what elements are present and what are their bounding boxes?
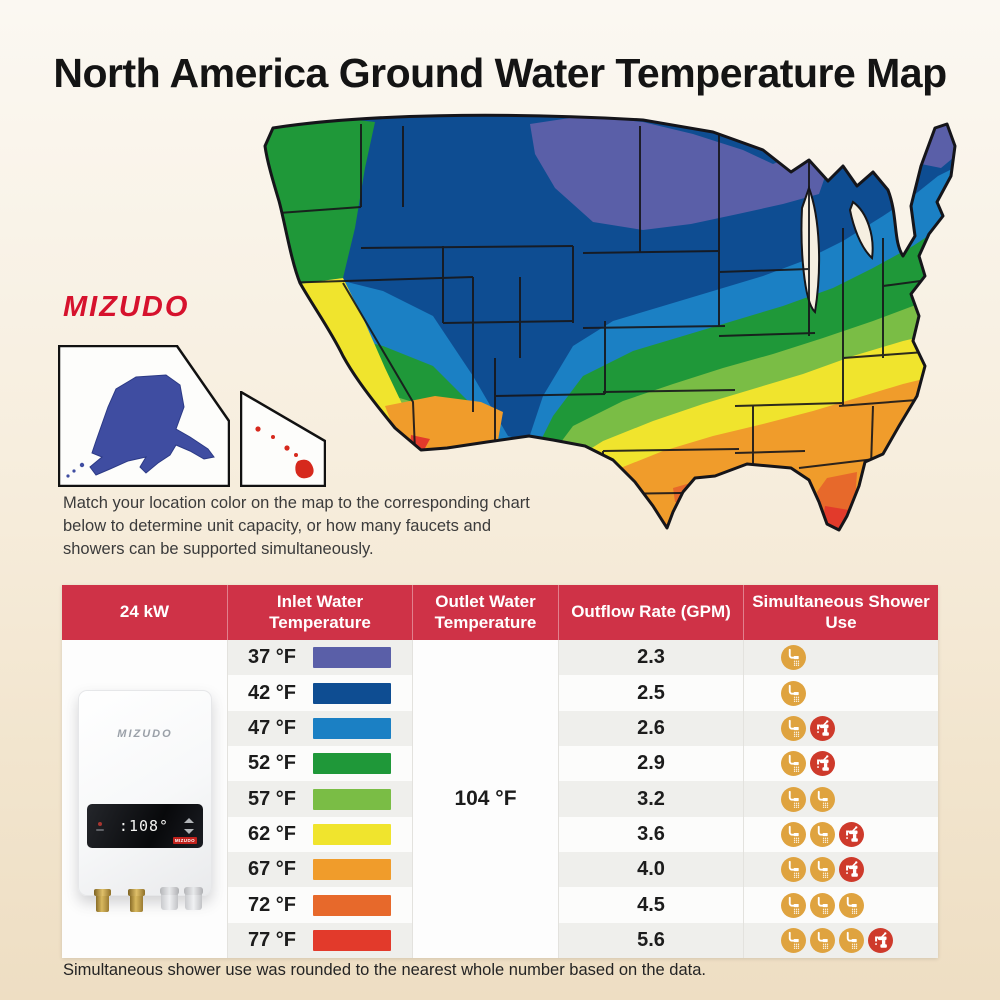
heater-brand-label: MIZUDO <box>117 728 173 740</box>
temperature-color-swatch <box>313 682 391 704</box>
shower-icon <box>839 927 864 953</box>
outflow-rate-cell: 5.6 <box>559 922 744 959</box>
cable-gland <box>160 887 179 910</box>
inlet-temperature-cell: 42 °F <box>228 675 413 711</box>
outflow-rate-cell: 2.6 <box>559 710 744 747</box>
temperature-color-swatch <box>313 894 391 916</box>
outflow-rate-cell: 3.2 <box>559 781 744 817</box>
temperature-color-swatch <box>313 753 391 775</box>
map-instructions: Match your location color on the map to … <box>63 494 530 558</box>
shower-icon <box>810 821 835 847</box>
inlet-temperature-value: 57 °F <box>248 787 297 810</box>
inlet-temperature-cell: 57 °F <box>228 781 413 817</box>
inlet-temperature-cell: 37 °F <box>228 640 413 676</box>
outflow-rate-cell: 4.0 <box>559 852 744 888</box>
simultaneous-use-cell <box>744 817 938 852</box>
shower-icon <box>810 892 835 918</box>
outflow-rate-cell: 2.9 <box>559 746 744 782</box>
hawaii-inset-map <box>240 391 326 487</box>
simultaneous-use-cell <box>744 675 938 710</box>
inlet-temperature-cell: 67 °F <box>228 852 413 888</box>
header-outlet-temp: Outlet Water Temperature <box>413 585 559 640</box>
outflow-rate-cell: 3.6 <box>559 816 744 853</box>
simultaneous-use-cell <box>744 710 938 747</box>
outlet-temperature-cell: 104 °F <box>413 640 559 959</box>
faucet-icon <box>868 927 893 953</box>
faucet-icon <box>839 857 864 883</box>
shower-icon <box>810 927 835 953</box>
brass-inlet-fitting <box>94 889 111 912</box>
inlet-temperature-value: 77 °F <box>248 928 297 951</box>
shower-icon <box>781 857 806 883</box>
cable-gland <box>184 887 203 910</box>
header-inlet-temp: Inlet Water Temperature <box>228 585 413 640</box>
inlet-temperature-cell: 52 °F <box>228 746 413 782</box>
inlet-temperature-value: 47 °F <box>248 716 297 739</box>
temperature-readout: :108° <box>118 817 170 835</box>
chevron-down-icon <box>184 829 194 834</box>
water-heater-product: MIZUDO :108° MIZUDO <box>78 690 212 912</box>
faucet-icon <box>810 715 835 741</box>
shower-icon <box>781 680 806 706</box>
shower-icon <box>781 892 806 918</box>
temperature-color-swatch <box>313 647 391 669</box>
table-header-row: 24 kW Inlet Water Temperature Outlet Wat… <box>62 585 938 640</box>
header-outflow-rate: Outflow Rate (GPM) <box>559 585 744 640</box>
inlet-temperature-value: 72 °F <box>248 893 297 916</box>
shower-icon <box>781 786 806 812</box>
heater-display-panel: :108° MIZUDO <box>87 804 203 848</box>
power-indicator-icon <box>96 821 104 831</box>
inlet-temperature-value: 67 °F <box>248 858 297 881</box>
inlet-temperature-value: 62 °F <box>248 822 297 845</box>
alaska-inset-map <box>58 345 230 487</box>
shower-icon <box>781 751 806 777</box>
shower-icon <box>781 645 806 671</box>
brand-logo: MIZUDO <box>63 291 190 323</box>
simultaneous-use-cell <box>744 746 938 781</box>
shower-icon <box>781 715 806 741</box>
shower-icon <box>781 821 806 847</box>
shower-icon <box>810 857 835 883</box>
temperature-color-swatch <box>313 823 391 845</box>
table-body: MIZUDO :108° MIZUDO <box>62 640 938 959</box>
simultaneous-use-cell <box>744 922 938 959</box>
shower-icon <box>810 786 835 812</box>
brass-outlet-fitting <box>128 889 145 912</box>
capacity-table: 24 kW Inlet Water Temperature Outlet Wat… <box>62 585 938 959</box>
product-image-cell: MIZUDO :108° MIZUDO <box>62 640 228 959</box>
simultaneous-use-cell <box>744 852 938 888</box>
temperature-color-swatch <box>313 859 391 881</box>
inlet-temperature-value: 37 °F <box>248 646 297 669</box>
page-title: North America Ground Water Temperature M… <box>53 50 947 96</box>
inlet-temperature-cell: 77 °F <box>228 922 413 959</box>
shower-icon <box>839 892 864 918</box>
inlet-temperature-value: 42 °F <box>248 681 297 704</box>
faucet-icon <box>839 821 864 847</box>
simultaneous-use-cell <box>744 781 938 817</box>
temperature-color-swatch <box>313 788 391 810</box>
us-temperature-map <box>263 113 957 532</box>
simultaneous-use-cell <box>744 640 938 676</box>
chevron-up-icon <box>184 818 194 823</box>
inlet-temperature-cell: 62 °F <box>228 816 413 853</box>
header-shower-use: Simultaneous Shower Use <box>752 592 930 632</box>
outflow-rate-cell: 2.3 <box>559 640 744 676</box>
inlet-temperature-cell: 72 °F <box>228 887 413 923</box>
inlet-temperature-value: 52 °F <box>248 752 297 775</box>
outflow-rate-cell: 4.5 <box>559 887 744 923</box>
table-footnote: Simultaneous shower use was rounded to t… <box>63 961 706 979</box>
temperature-color-swatch <box>313 717 391 739</box>
header-unit-power: 24 kW <box>62 585 228 640</box>
inlet-temperature-cell: 47 °F <box>228 710 413 747</box>
display-brand-badge: MIZUDO <box>172 837 197 844</box>
faucet-icon <box>810 751 835 777</box>
outflow-rate-cell: 2.5 <box>559 675 744 711</box>
simultaneous-use-cell <box>744 887 938 922</box>
temperature-adjust-icons <box>184 818 194 834</box>
temperature-color-swatch <box>313 929 391 951</box>
shower-icon <box>781 927 806 953</box>
